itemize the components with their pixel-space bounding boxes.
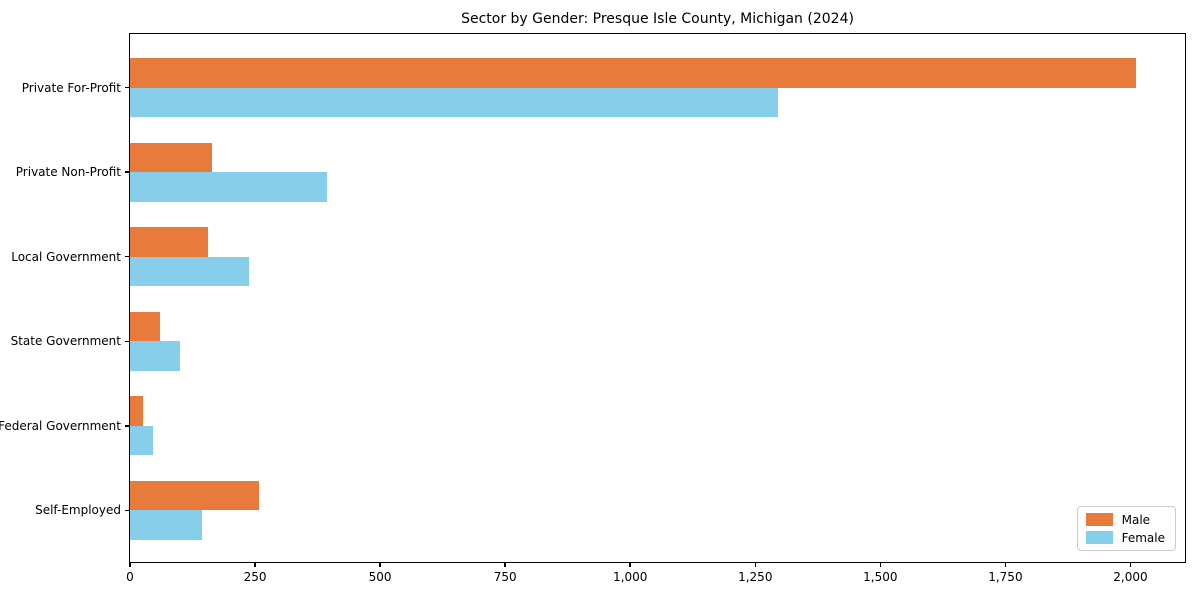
- chart-title: Sector by Gender: Presque Isle County, M…: [461, 11, 854, 27]
- bar-male-state-government: [130, 311, 160, 342]
- y-tick-mark: [125, 171, 130, 173]
- x-tick-mark: [1004, 562, 1007, 567]
- x-tick-mark: [379, 562, 381, 567]
- category-label-private-non-profit: Private Non-Profit: [15, 165, 121, 180]
- legend-label-female: Female: [1121, 530, 1165, 545]
- legend: Male Female: [1076, 506, 1176, 551]
- x-tick-mark: [629, 562, 631, 567]
- legend-item-female: Female: [1085, 530, 1165, 545]
- legend-swatch-male: [1085, 513, 1113, 526]
- x-tick-mark: [754, 562, 757, 567]
- category-label-self-employed: Self-Employed: [35, 503, 121, 518]
- x-tick-mark: [254, 562, 256, 567]
- x-tick-mark: [504, 562, 506, 567]
- x-tick-label-250: 250: [243, 570, 267, 584]
- x-tick-label-1000: 1,000: [613, 570, 648, 584]
- x-tick-label-1750: 1,750: [988, 570, 1023, 584]
- bar-male-private-for-profit: [130, 58, 1137, 88]
- x-tick-label-500: 500: [368, 570, 392, 584]
- x-tick-mark: [879, 562, 882, 567]
- x-tick-label-0: 0: [126, 570, 134, 584]
- category-label-state-government: State Government: [10, 334, 121, 349]
- category-label-federal-government: Federal Government: [0, 418, 121, 433]
- bar-female-private-for-profit: [130, 87, 779, 118]
- bar-male-private-non-profit: [130, 142, 212, 173]
- x-tick-mark: [1129, 562, 1132, 567]
- x-tick-label-1250: 1,250: [738, 570, 773, 584]
- legend-item-male: Male: [1085, 512, 1165, 527]
- bar-female-private-non-profit: [130, 172, 328, 202]
- category-label-private-for-profit: Private For-Profit: [21, 80, 121, 95]
- legend-label-male: Male: [1121, 512, 1151, 527]
- x-tick-label-750: 750: [493, 570, 517, 584]
- bar-male-self-employed: [130, 480, 259, 511]
- bar-female-federal-government: [130, 425, 153, 456]
- plot-area: Male Female Private For-Profit Private No…: [0, 33, 1186, 584]
- category-label-local-government: Local Government: [11, 249, 121, 264]
- bar-female-state-government: [130, 341, 181, 371]
- x-tick-mark: [129, 562, 131, 567]
- bar-female-local-government: [130, 256, 250, 287]
- x-tick-label-2000: 2,000: [1113, 570, 1148, 584]
- bar-male-local-government: [130, 227, 208, 257]
- bar-male-federal-government: [130, 396, 143, 426]
- x-tick-label-1500: 1,500: [863, 570, 898, 584]
- legend-swatch-female: [1085, 531, 1113, 544]
- y-tick-mark: [125, 509, 130, 512]
- y-tick-mark: [125, 255, 130, 258]
- y-tick-mark: [125, 86, 130, 89]
- bar-female-self-employed: [130, 510, 203, 540]
- y-tick-mark: [125, 340, 130, 342]
- y-tick-mark: [125, 425, 130, 427]
